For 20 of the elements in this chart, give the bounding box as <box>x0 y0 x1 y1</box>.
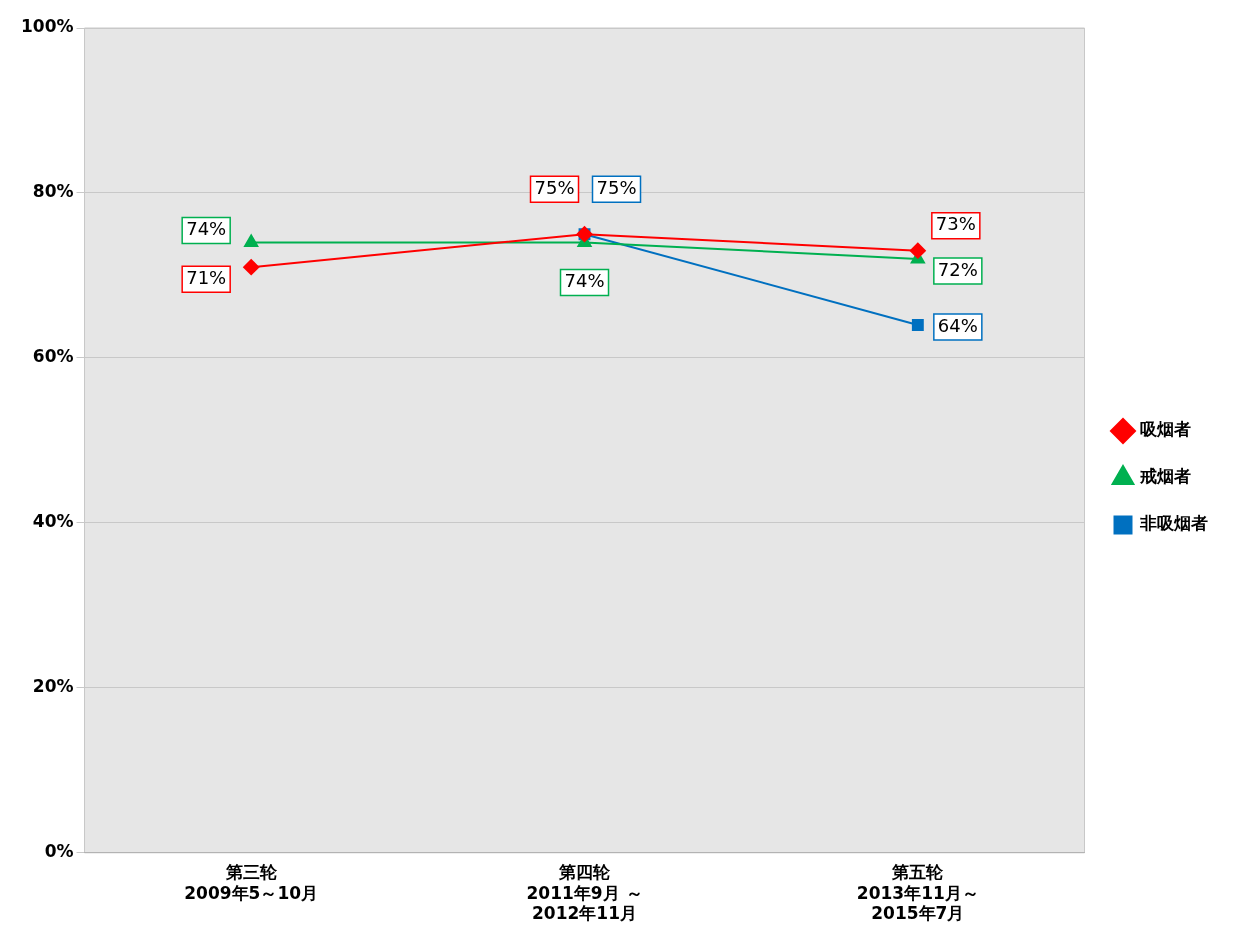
data-label: 74% <box>564 270 605 292</box>
data-label: 73% <box>935 213 976 235</box>
data-label: 74% <box>186 218 227 240</box>
data-label: 64% <box>937 314 978 336</box>
y-tick-label: 80% <box>32 181 74 202</box>
data-label: 72% <box>937 258 978 280</box>
y-tick-label: 0% <box>44 841 74 862</box>
legend-label: 吸烟者 <box>1140 419 1191 440</box>
x-tick-label: 第三轮 2009年5～10月 <box>184 862 319 903</box>
y-tick-label: 60% <box>32 346 74 367</box>
data-label: 75% <box>534 176 575 198</box>
legend-label: 戒烟者 <box>1139 466 1191 487</box>
legend-label: 非吸烟者 <box>1139 513 1208 534</box>
data-label: 75% <box>596 176 637 198</box>
y-tick-label: 40% <box>32 511 74 532</box>
y-tick-label: 20% <box>32 676 74 697</box>
y-tick-label: 100% <box>20 16 74 37</box>
data-label: 71% <box>186 266 227 288</box>
x-tick-label: 第四轮 2011年9月 ～ 2012年11月 <box>526 862 643 924</box>
x-tick-label: 第五轮 2013年11月～ 2015年7月 <box>856 862 979 924</box>
